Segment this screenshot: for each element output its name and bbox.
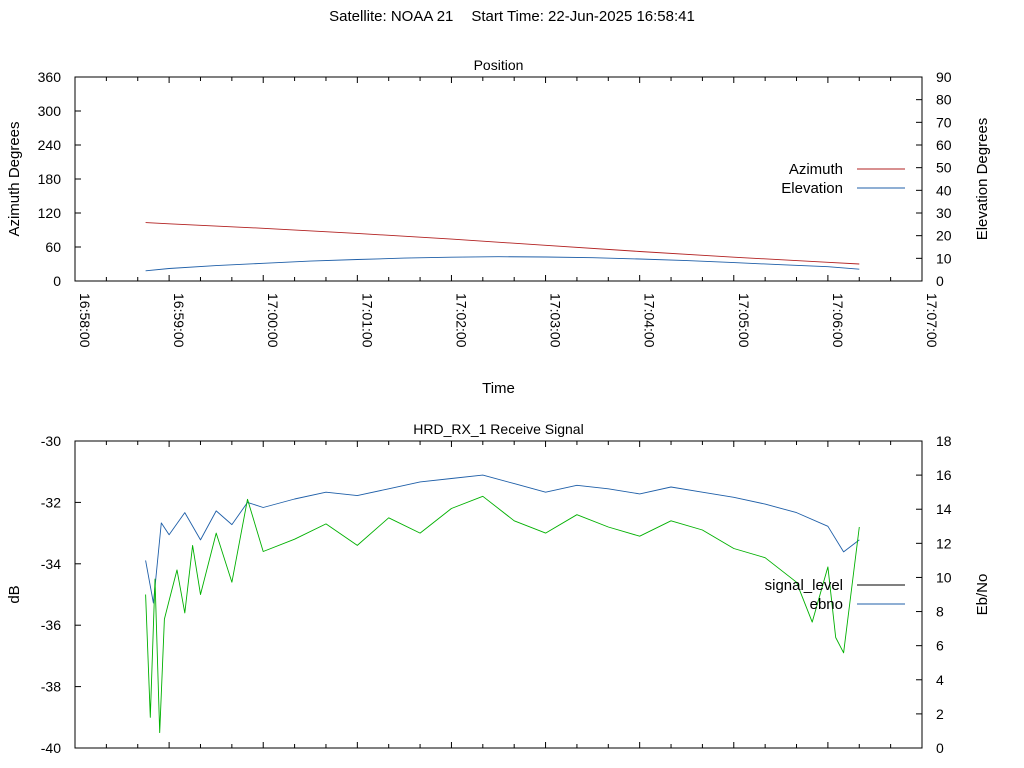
plot-frame — [74, 76, 923, 282]
chart-position: Position 0 60 120 180 240 300 360 0 10 20 30 40 50 60 7… — [6, 57, 991, 397]
y-tick-label: 60 — [45, 239, 61, 255]
series-line-ebno — [145, 474, 860, 604]
y-tick-label: -32 — [41, 494, 61, 510]
chart-title: HRD_RX_1 Receive Signal — [413, 421, 583, 437]
y-tick-label: -30 — [41, 433, 61, 449]
satellite-label: Satellite: NOAA 21 — [329, 8, 454, 25]
chart-title: Position — [474, 57, 524, 73]
x-tick-label: 17:00:00 — [265, 293, 281, 348]
y-axis-label: dB — [6, 585, 23, 603]
y2-tick-label: 2 — [936, 706, 944, 722]
x-tick-label: 17:07:00 — [924, 293, 940, 348]
y2-tick-label: 10 — [936, 569, 952, 585]
y2-tick-label: 4 — [936, 672, 944, 688]
y2-tick-label: 90 — [936, 69, 952, 85]
y-tick-label: 180 — [38, 171, 62, 187]
series-line-green — [145, 495, 860, 734]
series-line-azimuth — [145, 222, 860, 265]
y-tick-label: 0 — [53, 273, 61, 289]
y2-tick-label: 18 — [936, 433, 952, 449]
plot-frame — [74, 440, 923, 749]
x-tick-label: 16:58:00 — [77, 293, 93, 348]
y2-axis-label: Elevation Degrees — [974, 118, 991, 241]
figure-title: Satellite: NOAA 21 Start Time: 22-Jun-202… — [0, 8, 1024, 25]
y-tick-label: -34 — [41, 556, 61, 572]
x-tick-label: 17:03:00 — [548, 293, 564, 348]
legend-label: Azimuth — [789, 161, 843, 178]
x-tick-label: 17:05:00 — [736, 293, 752, 348]
y2-tick-label: 40 — [936, 182, 952, 198]
y2-tick-label: 60 — [936, 137, 952, 153]
y-tick-label: 300 — [38, 103, 62, 119]
y2-tick-label: 0 — [936, 273, 944, 289]
y-tick-label: -38 — [41, 679, 61, 695]
y-tick-label: -40 — [41, 740, 61, 756]
y-tick-label: 240 — [38, 137, 62, 153]
legend-label: Elevation — [781, 180, 843, 197]
y2-tick-label: 6 — [936, 638, 944, 654]
start-time-label: Start Time: 22-Jun-2025 16:58:41 — [471, 8, 695, 25]
y2-tick-label: 20 — [936, 228, 952, 244]
y2-tick-label: 30 — [936, 205, 952, 221]
chart-receive-signal: HRD_RX_1 Receive Signal -40 -38 -36 -34 -32 -3… — [6, 421, 991, 756]
y2-tick-label: 50 — [936, 160, 952, 176]
y2-axis-label: Eb/No — [974, 574, 991, 616]
y2-tick-label: 12 — [936, 535, 952, 551]
x-tick-label: 17:01:00 — [359, 293, 375, 348]
y2-tick-label: 8 — [936, 604, 944, 620]
x-tick-label: 17:04:00 — [642, 293, 658, 348]
y-tick-label: -36 — [41, 617, 61, 633]
x-axis-label: Time — [482, 380, 515, 397]
y2-tick-label: 16 — [936, 467, 952, 483]
x-tick-label: 17:06:00 — [830, 293, 846, 348]
legend-label: ebno — [810, 596, 843, 613]
y2-tick-label: 80 — [936, 92, 952, 108]
y2-tick-label: 70 — [936, 114, 952, 130]
y-tick-label: 360 — [38, 69, 62, 85]
y-axis-label: Azimuth Degrees — [6, 121, 23, 236]
x-tick-label: 17:02:00 — [453, 293, 469, 348]
y2-tick-label: 14 — [936, 501, 952, 517]
legend-label: signal_level — [765, 577, 843, 594]
series-line-elevation — [145, 256, 860, 272]
y-tick-label: 120 — [38, 205, 62, 221]
y2-tick-label: 10 — [936, 250, 952, 266]
y2-tick-label: 0 — [936, 740, 944, 756]
x-tick-label: 16:59:00 — [171, 293, 187, 348]
